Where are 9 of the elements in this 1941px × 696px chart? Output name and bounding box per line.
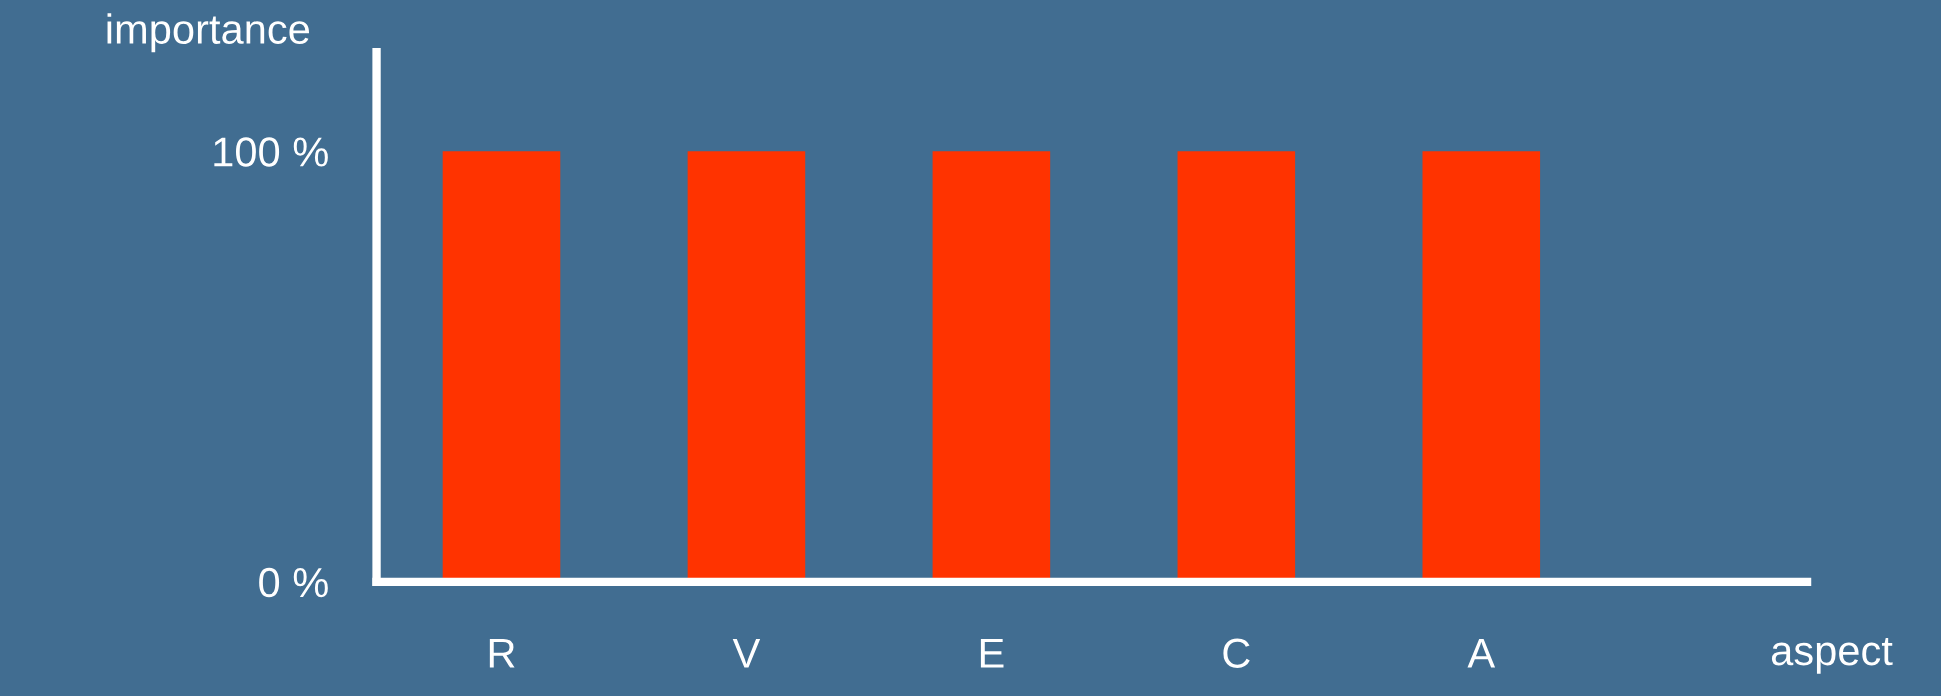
y-axis-title: importance: [107, 13, 310, 53]
y-tick-label: 0 %: [259, 567, 328, 598]
x-tick-label: E: [980, 638, 1004, 668]
x-tick-label: A: [1467, 638, 1496, 668]
x-tick-label: C: [1223, 638, 1250, 669]
x-axis-title: aspect: [1771, 638, 1893, 674]
x-tick-label: V: [732, 638, 761, 668]
x-tick-label: R: [489, 638, 515, 668]
y-tick-label: 100 %: [214, 137, 328, 167]
